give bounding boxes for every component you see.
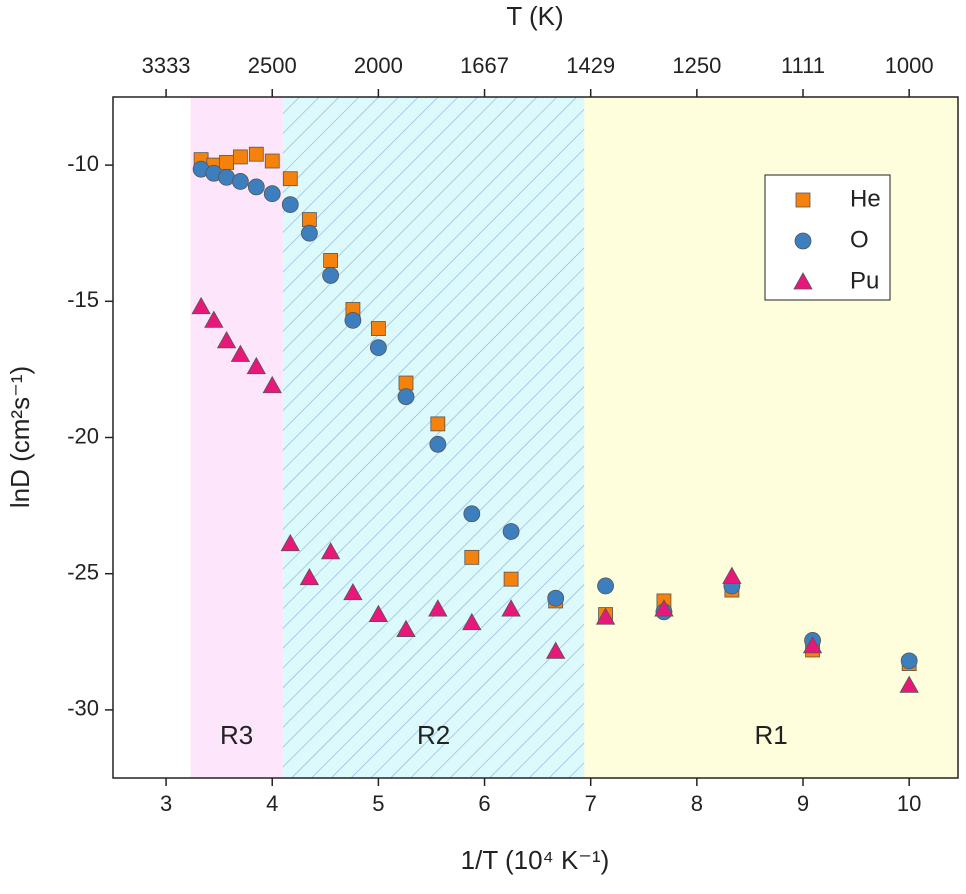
point	[263, 185, 281, 203]
point	[280, 533, 300, 552]
point	[545, 641, 566, 659]
point	[900, 652, 918, 670]
point	[430, 416, 446, 432]
x2-tick-label: 1000	[885, 53, 934, 78]
x2-tick-label: 1250	[672, 53, 721, 78]
legend-marker	[795, 192, 811, 208]
point	[462, 612, 482, 631]
point	[428, 599, 448, 617]
point	[282, 171, 298, 187]
x-tick-label: 3	[160, 791, 172, 816]
y-tick-label: -20	[67, 423, 99, 448]
point	[501, 599, 521, 617]
point	[464, 549, 480, 565]
x-tick-label: 10	[897, 791, 921, 816]
point	[547, 589, 565, 607]
point	[230, 344, 251, 362]
x2-tick-label: 2000	[354, 53, 403, 78]
legend-marker	[794, 232, 812, 250]
point	[368, 604, 389, 622]
point	[369, 339, 387, 357]
point	[722, 566, 742, 584]
point	[247, 178, 265, 196]
point	[281, 196, 299, 213]
point	[322, 267, 340, 284]
x2-tick-label: 2500	[248, 53, 297, 78]
x-tick-label: 7	[585, 791, 597, 816]
legend-box	[764, 174, 891, 301]
legend-label: Pu	[850, 267, 879, 294]
point	[300, 224, 318, 242]
point	[397, 388, 415, 406]
legend-label: He	[850, 185, 881, 212]
x-tick-label: 4	[266, 791, 278, 816]
point	[248, 146, 264, 162]
x2-tick-label: 1429	[566, 53, 615, 78]
point	[503, 571, 519, 587]
point	[899, 675, 919, 693]
point	[597, 577, 614, 595]
point	[231, 173, 249, 190]
point	[370, 321, 386, 336]
x-tick-label: 8	[691, 791, 703, 816]
point	[398, 375, 414, 391]
point	[301, 212, 317, 227]
point	[204, 310, 224, 328]
x-tick-label: 5	[372, 791, 384, 816]
point	[264, 153, 280, 169]
point	[216, 330, 237, 349]
region-label: R3	[220, 720, 253, 750]
region-label: R1	[755, 720, 788, 750]
point	[299, 567, 320, 586]
point	[396, 619, 416, 637]
point	[502, 523, 520, 540]
point	[344, 311, 362, 329]
x2-tick-label: 1667	[460, 53, 509, 78]
x2-tick-label: 1111	[781, 53, 825, 78]
point	[343, 582, 363, 601]
point	[262, 375, 282, 394]
point	[320, 542, 341, 560]
x-axis-title: 1/T (10⁴ K⁻¹)	[461, 845, 610, 875]
point	[232, 149, 248, 165]
x-tick-label: 9	[797, 791, 809, 816]
region	[190, 97, 283, 778]
point	[323, 253, 339, 268]
y-axis-title: lnD (cm²s⁻¹)	[5, 366, 35, 508]
point	[463, 505, 481, 523]
region-label: R2	[417, 720, 450, 750]
point	[219, 154, 234, 170]
y-tick-label: -30	[67, 696, 99, 721]
point	[595, 607, 616, 625]
y-tick-label: -25	[67, 560, 99, 585]
x2-tick-label: 3333	[142, 53, 191, 78]
y-tick-label: -15	[67, 287, 99, 312]
legend-marker	[793, 272, 813, 290]
point	[802, 636, 823, 654]
point	[429, 435, 447, 453]
point	[654, 599, 674, 617]
legend-label: O	[850, 226, 869, 253]
y-tick-label: -10	[67, 151, 99, 176]
point	[246, 356, 266, 375]
point	[191, 296, 211, 315]
x-tick-label: 6	[478, 791, 490, 816]
x2-axis-title: T (K)	[506, 1, 563, 31]
